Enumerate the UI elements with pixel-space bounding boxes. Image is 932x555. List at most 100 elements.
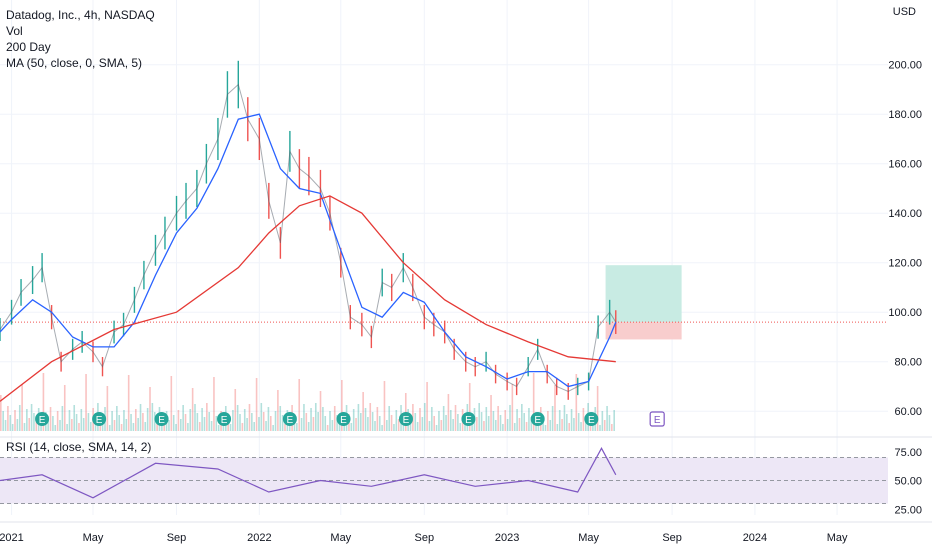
volume-bar bbox=[438, 411, 440, 431]
volume-bar bbox=[168, 420, 170, 431]
volume-bar bbox=[388, 406, 391, 431]
volume-bar bbox=[49, 407, 52, 431]
volume-bar bbox=[324, 416, 327, 431]
position-target-zone bbox=[605, 265, 682, 323]
earnings-marker-label: E bbox=[96, 415, 103, 426]
volume-bar bbox=[189, 409, 192, 431]
volume-bar bbox=[580, 422, 582, 431]
volume-bar bbox=[284, 424, 286, 431]
volume-bar bbox=[213, 377, 215, 431]
volume-bar bbox=[494, 420, 497, 431]
rsi-tick-label: 25.00 bbox=[894, 504, 922, 516]
volume-bar bbox=[61, 406, 64, 431]
volume-bar bbox=[134, 409, 137, 431]
volume-bar bbox=[2, 411, 4, 431]
volume-bar bbox=[59, 420, 61, 431]
volume-bar bbox=[331, 420, 334, 431]
volume-bar bbox=[613, 410, 615, 431]
earnings-marker bbox=[282, 412, 297, 426]
volume-bar bbox=[409, 418, 412, 431]
volume-bar bbox=[471, 422, 473, 431]
volume-bar bbox=[120, 424, 123, 431]
volume-bar bbox=[504, 410, 507, 431]
volume-bar bbox=[137, 418, 139, 431]
volume-bar bbox=[26, 409, 28, 431]
volume-bar bbox=[435, 425, 438, 431]
volume-bar bbox=[317, 412, 319, 431]
volume-bar bbox=[423, 403, 426, 431]
volume-bar bbox=[71, 419, 73, 431]
price-close-line bbox=[0, 83, 617, 392]
volume-bar bbox=[156, 421, 158, 431]
volume-bar bbox=[146, 408, 149, 431]
earnings-marker-label: E bbox=[588, 415, 595, 426]
volume-bar bbox=[497, 406, 499, 431]
volume-bar bbox=[611, 424, 613, 431]
volume-bar bbox=[118, 415, 121, 431]
volume-bar bbox=[528, 408, 530, 431]
volume-bar bbox=[272, 425, 274, 431]
volume-bar bbox=[35, 422, 38, 431]
earnings-marker bbox=[35, 412, 50, 426]
volume-bar bbox=[80, 409, 83, 431]
volume-bar bbox=[393, 424, 395, 431]
volume-bar bbox=[303, 404, 305, 431]
legend-ma: MA (50, close, 0, SMA, 5) bbox=[6, 56, 143, 70]
volume-bar bbox=[101, 421, 104, 431]
volume-bar bbox=[210, 421, 213, 431]
volume-bar bbox=[487, 416, 490, 431]
volume-bar bbox=[175, 424, 177, 431]
volume-bar bbox=[132, 423, 135, 431]
volume-bar bbox=[75, 414, 78, 431]
volume-bar bbox=[329, 411, 331, 431]
volume-bar bbox=[151, 403, 154, 431]
volume-bar bbox=[561, 419, 563, 431]
volume-bar bbox=[243, 409, 246, 431]
volume-bar bbox=[139, 404, 142, 431]
volume-bar bbox=[452, 419, 454, 431]
x-tick-label: 2021 bbox=[0, 532, 24, 544]
volume-bar bbox=[603, 420, 606, 431]
volume-bar bbox=[573, 418, 575, 431]
volume-bar bbox=[556, 424, 559, 431]
volume-bar bbox=[30, 404, 33, 431]
volume-bar bbox=[371, 412, 374, 431]
volume-bar bbox=[542, 416, 544, 431]
y-tick-label: 140.00 bbox=[888, 208, 922, 220]
volume-bar bbox=[395, 410, 398, 431]
volume-bar bbox=[73, 405, 76, 431]
volume-bar bbox=[184, 414, 187, 431]
volume-bar bbox=[558, 410, 561, 431]
volume-bar bbox=[246, 418, 248, 431]
volume-bar bbox=[201, 408, 203, 431]
currency-label: USD bbox=[892, 6, 916, 18]
volume-bar bbox=[87, 413, 90, 431]
position-stop-zone bbox=[605, 322, 682, 340]
volume-bar bbox=[312, 417, 315, 431]
volume-bar bbox=[513, 423, 516, 431]
chart-legend: Datadog, Inc., 4h, NASDAQ Vol 200 Day MA… bbox=[6, 7, 155, 71]
volume-bar bbox=[530, 417, 533, 431]
volume-bar bbox=[23, 423, 26, 431]
volume-bar bbox=[153, 412, 156, 431]
volume-bar bbox=[490, 395, 492, 431]
volume-bar bbox=[440, 420, 443, 431]
earnings-marker-label: E bbox=[39, 415, 46, 426]
earnings-marker-label: E bbox=[340, 415, 347, 426]
volume-bar bbox=[386, 420, 388, 431]
volume-bar bbox=[130, 414, 132, 431]
volume-bar bbox=[66, 424, 68, 431]
y-tick-label: 100.00 bbox=[888, 307, 922, 319]
volume-bar bbox=[177, 410, 180, 431]
volume-bar bbox=[54, 425, 57, 431]
volume-bar bbox=[582, 408, 585, 431]
volume-bar bbox=[468, 383, 471, 431]
volume-bar bbox=[21, 384, 23, 431]
volume-bar bbox=[116, 406, 118, 431]
volume-bar bbox=[478, 403, 480, 431]
volume-bar bbox=[492, 411, 495, 431]
volume-bar bbox=[374, 421, 376, 431]
rsi-line bbox=[0, 447, 617, 499]
